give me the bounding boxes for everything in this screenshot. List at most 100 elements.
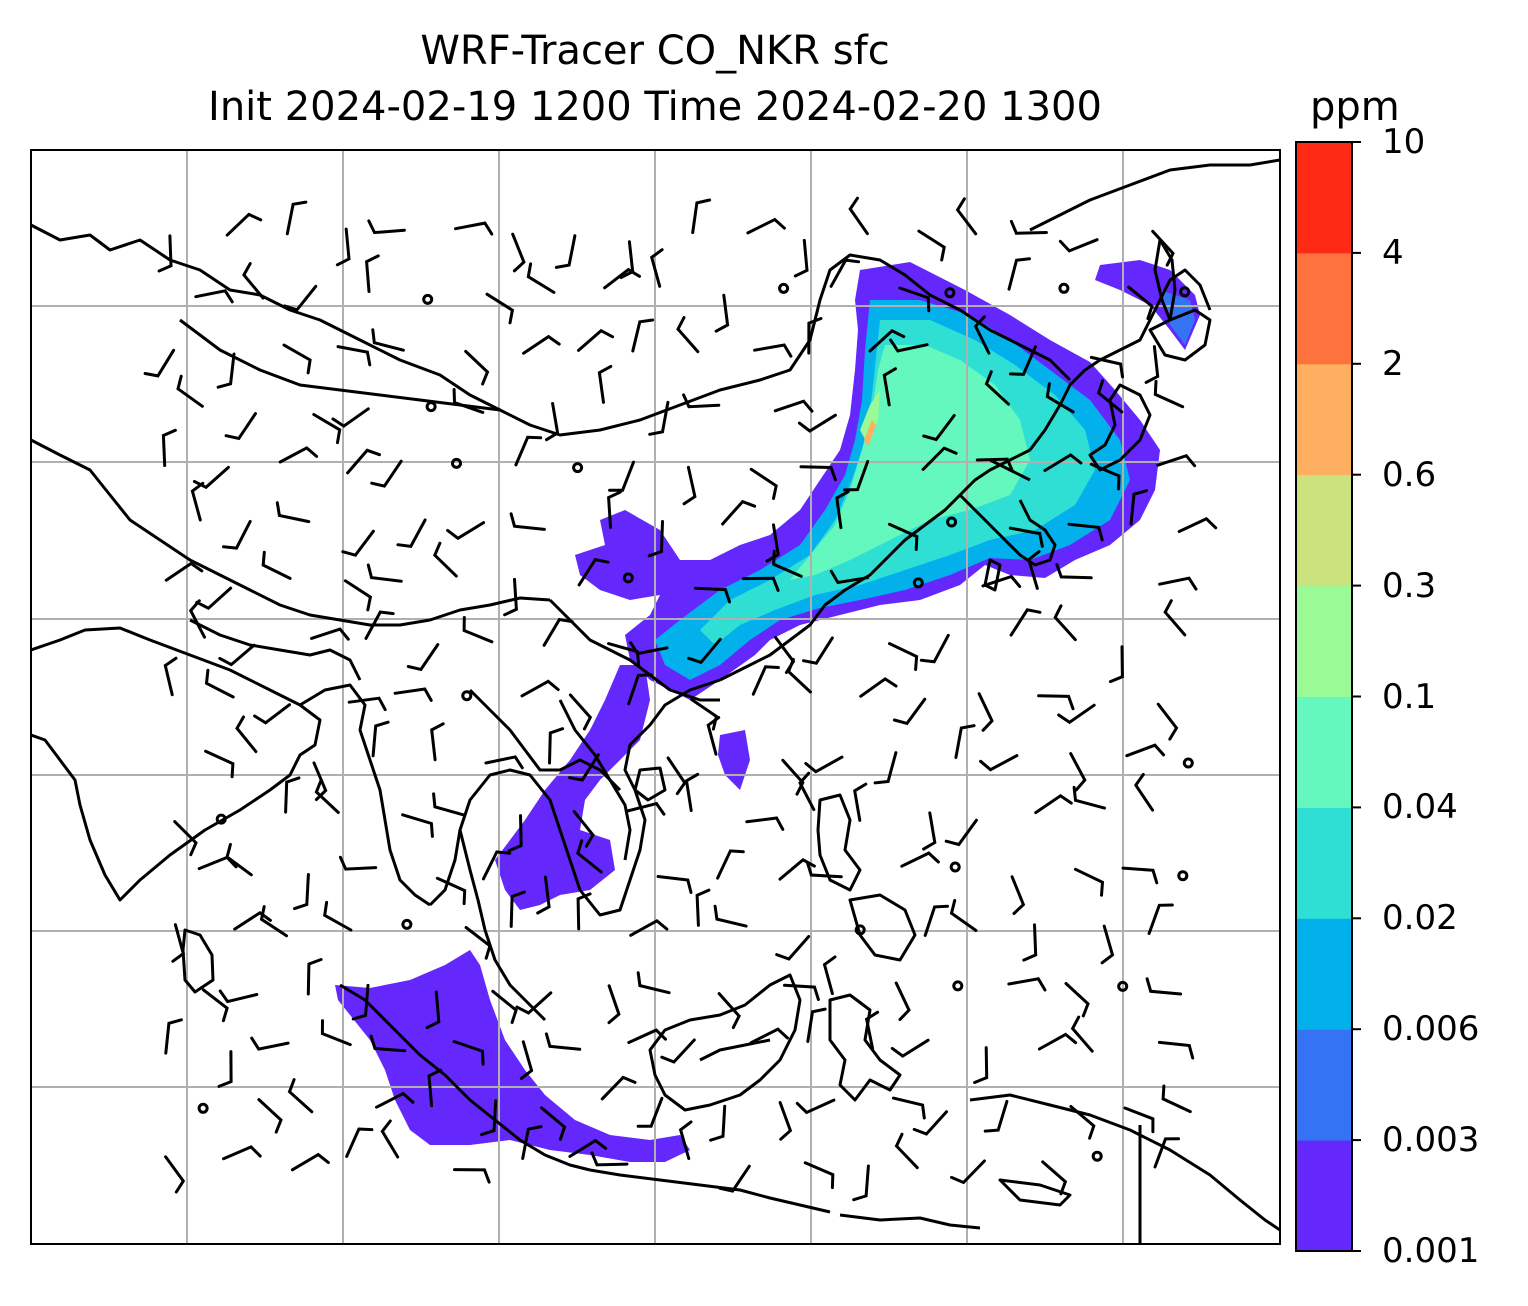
wind-barb [233,910,272,931]
wind-barb [666,756,687,796]
wind-barb [548,727,565,765]
wind-barb [1045,382,1075,414]
wind-barb [778,857,816,881]
wind-barb [1129,489,1148,526]
wind-barb [164,1155,186,1194]
calm-wind-marker [425,401,437,413]
wind-barb [157,234,173,273]
wind-barb [345,1127,374,1158]
wind-barb [143,348,176,378]
wind-barb [649,248,664,288]
coast-philippines-mindanao [848,893,917,962]
wind-barb [716,849,745,880]
wind-barb [590,1151,629,1167]
wind-barb [887,522,919,551]
wind-barb [797,413,837,433]
colorbar-tick-label: 0.003 [1382,1120,1480,1161]
wind-barb [250,1036,290,1051]
colorbar-tick-label: 0.006 [1382,1009,1480,1050]
border-himalaya [189,618,362,681]
wind-barb [259,905,288,938]
wind-barb [983,1099,1009,1133]
wind-barb [625,801,666,816]
wind-barb [218,989,259,1004]
wind-barb [891,1096,926,1120]
wind-barb [364,610,395,640]
wind-barb [195,586,233,611]
wind-barb [1034,793,1073,815]
wind-barb [1069,752,1087,792]
wind-barbs [143,196,1218,1202]
wind-barb [1133,773,1154,812]
wind-barb [1069,1105,1096,1140]
coast-myanmar-thai [428,678,721,917]
calm-wind-marker [461,690,473,702]
wind-barb [687,637,722,665]
wind-barb [629,918,669,937]
calm-wind-marker [622,572,634,584]
wind-barb [690,698,719,731]
wind-barb [338,855,378,871]
colorbar-tick-label: 0.001 [1382,1231,1480,1271]
wind-barb [660,1038,696,1064]
wind-barb [545,402,560,442]
wind-barb [452,1040,485,1066]
plume-sumatra [335,950,690,1162]
colorbar-tick-label: 2 [1382,343,1404,384]
wind-barb [695,888,711,927]
wind-barb [225,212,263,237]
wind-barb [576,839,603,874]
wind-barb [775,935,811,961]
wind-barb [453,1168,491,1184]
wind-barb [944,818,978,847]
wind-barb [320,1019,352,1047]
wind-barb [568,693,593,731]
wind-barb [509,512,546,531]
map-area [31,150,1280,1244]
wind-barb [717,992,741,1030]
wind-barb [600,1075,637,1101]
coast-sakhalin [1153,238,1177,322]
wind-barb [603,267,641,290]
coast-japan-north [1148,308,1212,362]
wind-barb [515,991,553,1015]
wind-barb [773,399,814,413]
wind-barb [285,200,308,236]
wind-barb [1145,977,1183,996]
wind-barb [1127,285,1154,321]
wind-barb [783,983,820,1001]
wind-barb [1055,563,1093,580]
wind-barb [629,641,669,656]
wind-barb [1057,703,1096,725]
wind-barb [781,758,805,796]
wind-barb [955,197,978,236]
gridlines [31,150,1280,1244]
calm-wind-marker [401,918,413,930]
wind-barb [656,875,693,894]
colorbar-segment [1296,474,1352,587]
wind-barb [977,692,994,732]
wind-barb [1008,526,1044,548]
plume-core-orange [864,420,876,446]
wind-barb [682,393,721,409]
wind-barb [1067,522,1104,542]
wind-barb [804,755,844,774]
colorbar-segment [1296,252,1352,365]
wind-barb [922,811,937,851]
plume-core-yellowgreen [860,390,880,445]
wind-barb [1089,462,1121,491]
wind-barb [194,289,234,304]
calm-wind-marker [1177,870,1189,882]
wind-barb [331,407,370,428]
border-indochina [468,688,622,792]
wind-barb [627,673,653,706]
wind-barb [190,481,205,522]
wind-barb [283,284,318,312]
wind-barb [520,679,560,698]
wind-barb [526,262,556,294]
wind-barb [222,1145,262,1161]
wind-barb [380,1119,400,1159]
coast-korea-peninsula [958,493,1057,567]
plume-indochina [495,665,650,910]
coast-china-east-korea [1028,268,1212,451]
